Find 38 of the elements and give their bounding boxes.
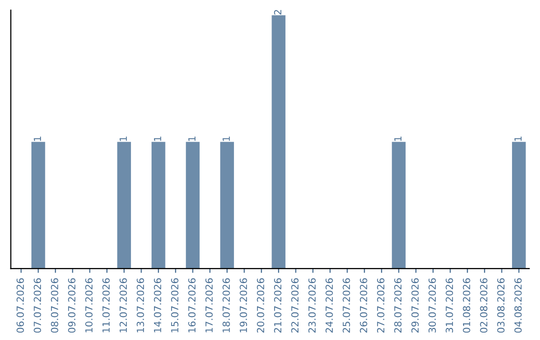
x-tick-label: 06.07.2026 xyxy=(16,278,24,333)
x-tick-label: 10.07.2026 xyxy=(85,278,93,332)
data-label: 1 xyxy=(120,136,127,141)
x-tick-label: 20.07.2026 xyxy=(256,278,264,333)
data-label: 1 xyxy=(188,136,196,141)
x-tick-label: 29.07.2026 xyxy=(411,278,419,333)
x-tick-label: 02.08.2026 xyxy=(480,278,488,333)
x-tick-label: 25.07.2026 xyxy=(342,278,350,333)
x-tick-label: 24.07.2026 xyxy=(326,278,333,333)
x-tick-label: 26.07.2026 xyxy=(360,278,368,333)
x-tick-label: 16.07.2026 xyxy=(188,278,196,332)
x-tick-label: 07.07.2026 xyxy=(34,278,42,333)
data-label: 2 xyxy=(274,10,282,15)
x-tick-label: 18.07.2026 xyxy=(222,278,230,332)
x-tick-label: 22.07.2026 xyxy=(291,278,299,333)
x-tick-label: 03.08.2026 xyxy=(497,278,505,333)
x-tick-label: 21.07.2026 xyxy=(274,278,282,333)
data-label: 1 xyxy=(222,136,230,141)
data-label: 1 xyxy=(154,136,162,141)
x-tick-label: 17.07.2026 xyxy=(205,278,213,332)
data-label: 1 xyxy=(514,136,522,141)
x-tick-label: 09.07.2026 xyxy=(68,278,76,333)
x-tick-label: 08.07.2026 xyxy=(50,278,58,333)
x-tick-label: 14.07.2026 xyxy=(154,278,162,332)
x-tick-label: 23.07.2026 xyxy=(308,278,316,333)
x-tick-label: 12.07.2026 xyxy=(120,278,127,332)
x-tick-label: 13.07.2026 xyxy=(136,278,144,332)
x-tick-label: 01.08.2026 xyxy=(462,278,470,333)
x-tick-label: 04.08.2026 xyxy=(514,278,522,333)
x-tick-label: 11.07.2026 xyxy=(102,278,110,332)
x-tick-label: 30.07.2026 xyxy=(428,278,436,333)
x-tick-label: 31.07.2026 xyxy=(446,278,454,333)
data-label: 1 xyxy=(34,136,41,141)
x-tick-label: 28.07.2026 xyxy=(394,278,402,333)
x-tick-label: 19.07.2026 xyxy=(240,278,248,332)
x-tick-label: 27.07.2026 xyxy=(377,278,384,333)
x-tick-label: 15.07.2026 xyxy=(171,278,178,332)
data-label: 1 xyxy=(394,136,402,141)
